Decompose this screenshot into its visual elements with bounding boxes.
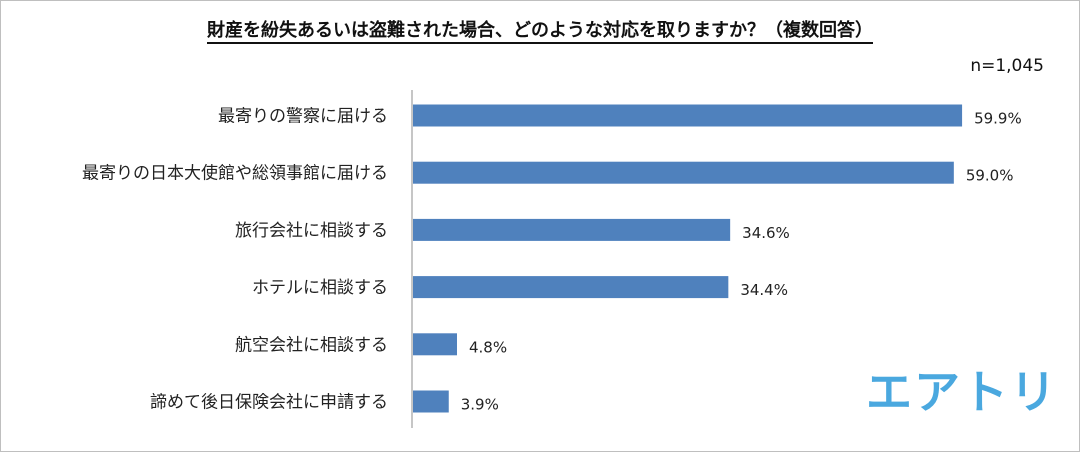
- category-label: 最寄りの日本大使館や総領事館に届ける: [82, 163, 388, 184]
- bar: [413, 390, 449, 413]
- bar: [413, 218, 731, 241]
- data-label: 59.9%: [974, 110, 1022, 128]
- category-label: ホテルに相談する: [252, 278, 388, 298]
- bar: [413, 161, 954, 184]
- chart-title: 財産を紛失あるいは盗難された場合、どのような対応を取りますか？（複数回答）: [0, 16, 1080, 44]
- bar: [413, 276, 729, 299]
- category-label: 旅行会社に相談する: [235, 221, 388, 241]
- airtrip-logo: エアトリ: [866, 365, 1058, 419]
- sample-size-label: n=1,045: [970, 56, 1044, 76]
- bar: [413, 333, 457, 356]
- category-label: 最寄りの警察に届ける: [218, 107, 388, 127]
- category-label: 航空会社に相談する: [235, 335, 388, 355]
- data-label: 34.4%: [740, 281, 788, 299]
- data-label: 4.8%: [469, 338, 507, 356]
- data-label: 34.6%: [742, 224, 790, 242]
- data-label: 3.9%: [461, 396, 499, 414]
- bar: [413, 104, 963, 127]
- data-label: 59.0%: [966, 167, 1014, 185]
- category-label: 諦めて後日保険会社に申請する: [150, 393, 388, 413]
